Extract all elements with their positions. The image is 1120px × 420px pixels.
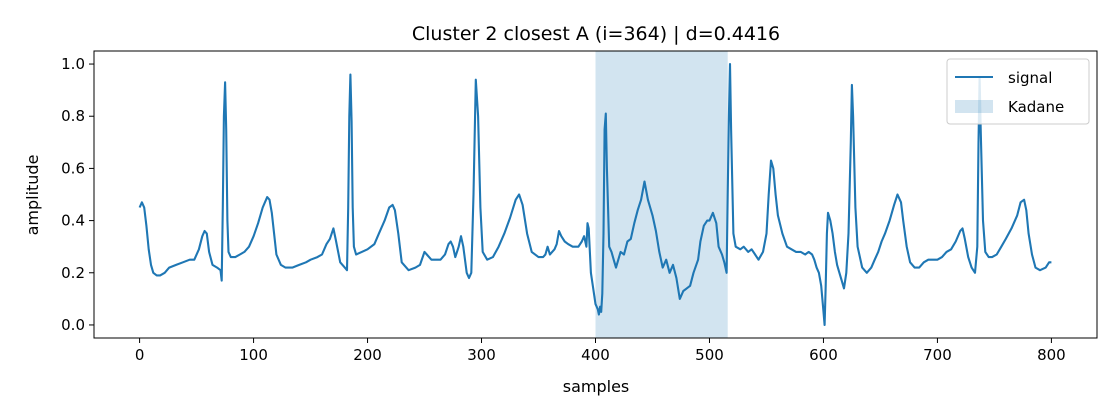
y-tick-label: 0.0	[61, 316, 85, 334]
y-tick-label: 0.6	[61, 159, 85, 177]
y-tick-label: 0.4	[61, 212, 85, 230]
x-tick-label: 200	[353, 346, 382, 364]
x-axis-label: samples	[563, 377, 630, 396]
x-tick-label: 100	[239, 346, 268, 364]
legend-kadane-swatch	[955, 100, 993, 113]
y-tick-label: 1.0	[61, 55, 85, 73]
y-axis-label: amplitude	[23, 155, 42, 236]
x-axis: 0 100 200 300 400 500 600 700 800	[135, 338, 1066, 364]
y-axis: 0.0 0.2 0.4 0.6 0.8 1.0	[61, 55, 94, 334]
x-tick-label: 700	[923, 346, 952, 364]
x-tick-label: 300	[467, 346, 496, 364]
x-tick-label: 0	[135, 346, 145, 364]
legend: signal Kadane	[946, 58, 1090, 125]
y-tick-label: 0.8	[61, 107, 85, 125]
legend-kadane-label: Kadane	[1008, 98, 1064, 116]
x-tick-label: 500	[695, 346, 724, 364]
x-tick-label: 800	[1037, 346, 1066, 364]
x-tick-label: 400	[581, 346, 610, 364]
legend-frame	[946, 58, 1090, 125]
legend-signal-label: signal	[1008, 69, 1052, 87]
y-tick-label: 0.2	[61, 264, 85, 282]
chart-title: Cluster 2 closest A (i=364) | d=0.4416	[412, 23, 780, 45]
x-tick-label: 600	[809, 346, 838, 364]
signal-line	[138, 62, 1052, 327]
kadane-span	[595, 51, 728, 338]
